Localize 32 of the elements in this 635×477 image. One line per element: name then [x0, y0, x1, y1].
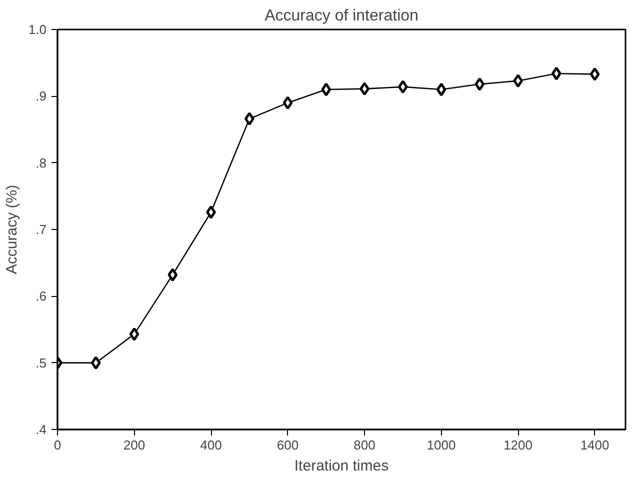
x-axis-title: Iteration times — [294, 458, 389, 474]
x-tick-label: 1200 — [504, 438, 532, 452]
y-tick-label: .5 — [36, 355, 46, 370]
point — [206, 205, 216, 219]
point — [552, 66, 562, 80]
point — [244, 112, 254, 126]
point — [129, 327, 140, 341]
x-tick-label: 600 — [276, 438, 299, 452]
point — [590, 67, 600, 81]
x-tick-label: 0 — [54, 438, 62, 452]
point — [321, 82, 332, 96]
y-tick-label: .9 — [36, 88, 46, 104]
x-tick-label: 1400 — [580, 438, 610, 452]
y-tick-label: .8 — [36, 155, 46, 170]
x-tick-label: 400 — [200, 438, 222, 452]
x-tick-label: 800 — [354, 438, 376, 452]
y-tick-label: 1.0 — [28, 22, 47, 37]
chart-title: Accuracy of interation — [264, 8, 418, 24]
point — [474, 77, 485, 91]
point — [90, 356, 101, 370]
point — [398, 80, 408, 94]
y-axis-title: Accuracy (%) — [3, 184, 20, 274]
point — [436, 82, 446, 96]
y-tick-label: .4 — [36, 422, 46, 437]
x-tick-label: 200 — [123, 438, 146, 452]
point — [513, 74, 523, 88]
point — [360, 82, 370, 96]
point — [168, 268, 178, 282]
y-tick-label: .6 — [36, 288, 46, 304]
point — [282, 96, 293, 110]
y-tick-label: .7 — [36, 222, 46, 237]
x-tick-label: 1000 — [426, 438, 456, 452]
